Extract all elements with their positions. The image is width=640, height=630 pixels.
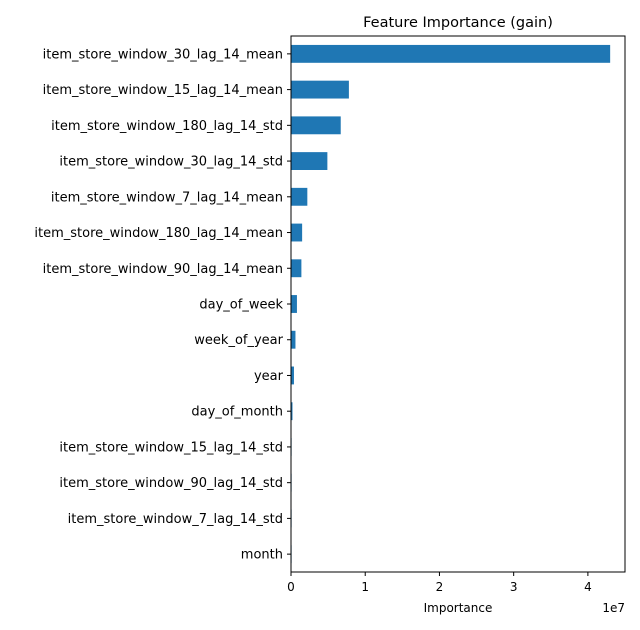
x-axis-scale-label: 1e7	[602, 601, 625, 615]
x-axis-label: Importance	[424, 601, 493, 615]
bar	[291, 44, 611, 63]
x-tick-label: 2	[436, 580, 444, 594]
x-tick-label: 3	[510, 580, 518, 594]
y-tick-label: item_store_window_90_lag_14_mean	[43, 262, 283, 277]
y-tick-label: item_store_window_7_lag_14_mean	[51, 190, 283, 205]
bar	[291, 80, 349, 99]
y-tick-label: year	[254, 369, 284, 384]
x-tick-label: 4	[584, 580, 592, 594]
y-tick-label: item_store_window_180_lag_14_std	[51, 119, 283, 134]
y-tick-label: day_of_month	[191, 405, 283, 420]
y-tick-label: month	[241, 548, 283, 563]
bar	[291, 402, 293, 421]
bars-group	[291, 44, 611, 564]
y-tick-label: item_store_window_15_lag_14_mean	[43, 83, 283, 98]
bar	[291, 259, 302, 278]
bar	[291, 223, 303, 242]
bar	[291, 187, 308, 206]
y-tick-label: week_of_year	[194, 333, 283, 348]
bar	[291, 366, 294, 385]
x-tick-label: 0	[287, 580, 295, 594]
chart-title: Feature Importance (gain)	[363, 15, 553, 31]
y-tick-label: day_of_week	[199, 298, 283, 313]
bar	[291, 152, 328, 170]
y-tick-label: item_store_window_30_lag_14_std	[59, 155, 283, 170]
bar	[291, 116, 341, 135]
y-tick-label: item_store_window_30_lag_14_mean	[43, 47, 283, 62]
y-tick-label: item_store_window_90_lag_14_std	[59, 476, 283, 491]
y-axis-ticks: item_store_window_30_lag_14_mean item_sto…	[34, 47, 291, 563]
plot-frame	[290, 35, 626, 573]
x-axis-ticks: 0 1 2 3 4	[287, 572, 592, 594]
bar	[291, 295, 297, 313]
y-tick-label: item_store_window_7_lag_14_std	[68, 512, 283, 527]
x-tick-label: 1	[361, 580, 369, 594]
bar	[291, 330, 296, 349]
y-tick-label: item_store_window_15_lag_14_std	[59, 440, 283, 455]
y-tick-label: item_store_window_180_lag_14_mean	[34, 226, 283, 241]
